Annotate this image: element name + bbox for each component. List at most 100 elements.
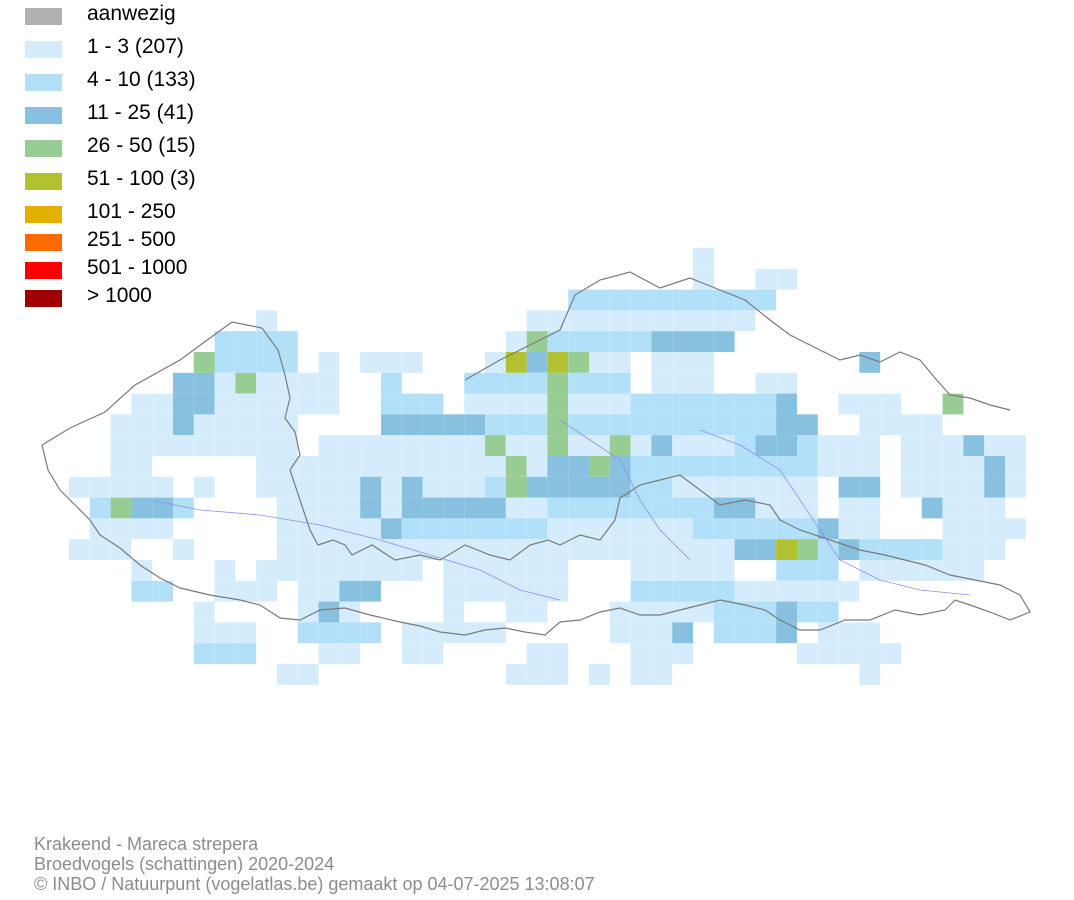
grid-cell: [505, 393, 527, 415]
grid-cell: [1005, 518, 1026, 540]
grid-cell: [942, 560, 964, 581]
grid-cell: [693, 476, 714, 498]
grid-cell: [485, 580, 506, 602]
grid-cell: [193, 352, 215, 373]
grid-cell: [547, 518, 569, 540]
grid-cell: [651, 331, 673, 352]
legend-label: 51 - 100 (3): [87, 167, 196, 190]
legend-swatch: [25, 140, 62, 157]
grid-cell: [568, 539, 589, 560]
grid-cell: [526, 560, 548, 581]
grid-cell: [235, 352, 257, 373]
grid-cell: [797, 643, 818, 664]
grid-cell: [110, 476, 132, 498]
grid-cell: [297, 664, 319, 685]
grid-cell: [318, 352, 340, 373]
grid-cell: [963, 497, 985, 519]
grid-cell: [547, 664, 569, 685]
grid-cell: [131, 560, 153, 581]
grid-cell: [422, 518, 444, 540]
grid-cell: [193, 435, 215, 456]
grid-cell: [880, 414, 901, 436]
grid-cell: [859, 352, 881, 373]
grid-cell: [256, 393, 277, 415]
grid-cell: [651, 414, 673, 436]
grid-cell: [859, 393, 881, 415]
grid-cell: [776, 393, 797, 415]
grid-cell: [526, 664, 548, 685]
grid-cell: [609, 456, 631, 477]
grid-cell: [672, 456, 693, 477]
grid-cell: [984, 476, 1005, 498]
grid-cell: [422, 414, 444, 436]
grid-cell: [297, 476, 319, 498]
grid-cell: [797, 560, 818, 581]
grid-cell: [693, 518, 714, 540]
grid-cell: [921, 456, 943, 477]
grid-cell: [672, 518, 693, 540]
grid-cell: [360, 476, 381, 498]
legend-label: 501 - 1000: [87, 256, 188, 279]
grid-cell: [630, 414, 652, 436]
grid-cell: [630, 560, 652, 581]
grid-cell: [297, 497, 319, 519]
grid-cell: [713, 476, 735, 498]
grid-cell: [277, 456, 298, 477]
grid-cell: [526, 497, 548, 519]
grid-cell: [713, 622, 735, 644]
grid-cell: [297, 622, 319, 644]
grid-cell: [235, 372, 257, 394]
grid-cell: [256, 476, 277, 498]
grid-cell: [173, 414, 194, 436]
grid-cell: [630, 393, 652, 415]
grid-cell: [297, 539, 319, 560]
grid-cell: [568, 289, 589, 311]
grid-cell: [422, 643, 444, 664]
grid-cell: [568, 414, 589, 436]
grid-cell: [734, 476, 756, 498]
grid-cell: [672, 580, 693, 602]
grid-cell: [651, 456, 673, 477]
grid-cell: [360, 560, 381, 581]
grid-cell: [235, 435, 257, 456]
grid-cell: [401, 622, 423, 644]
legend-label: 101 - 250: [87, 200, 176, 223]
grid-cell: [693, 289, 714, 311]
grid-cell: [734, 393, 756, 415]
grid-cell: [443, 601, 465, 623]
grid-cell: [110, 435, 132, 456]
grid-cell: [381, 456, 402, 477]
grid-cell: [401, 518, 423, 540]
grid-cell: [547, 331, 569, 352]
grid-cell: [443, 497, 465, 519]
grid-cell: [693, 331, 714, 352]
grid-cells: [69, 248, 1026, 685]
grid-cell: [672, 435, 693, 456]
grid-cell: [401, 560, 423, 581]
grid-cell: [589, 539, 610, 560]
grid-cell: [339, 456, 361, 477]
grid-cell: [464, 560, 485, 581]
grid-cell: [193, 414, 215, 436]
grid-cell: [651, 393, 673, 415]
grid-cell: [776, 476, 797, 498]
grid-cell: [526, 580, 548, 602]
grid-cell: [443, 435, 465, 456]
grid-cell: [485, 393, 506, 415]
grid-cell: [630, 601, 652, 623]
grid-cell: [713, 456, 735, 477]
grid-cell: [152, 414, 173, 436]
grid-cell: [693, 372, 714, 394]
grid-cell: [131, 435, 153, 456]
grid-cell: [173, 372, 194, 394]
grid-cell: [381, 393, 402, 415]
grid-cell: [277, 664, 298, 685]
grid-cell: [152, 435, 173, 456]
grid-cell: [651, 664, 673, 685]
grid-cell: [193, 393, 215, 415]
grid-cell: [131, 580, 153, 602]
grid-cell: [651, 643, 673, 664]
grid-cell: [256, 435, 277, 456]
grid-cell: [755, 539, 777, 560]
grid-cell: [776, 601, 797, 623]
